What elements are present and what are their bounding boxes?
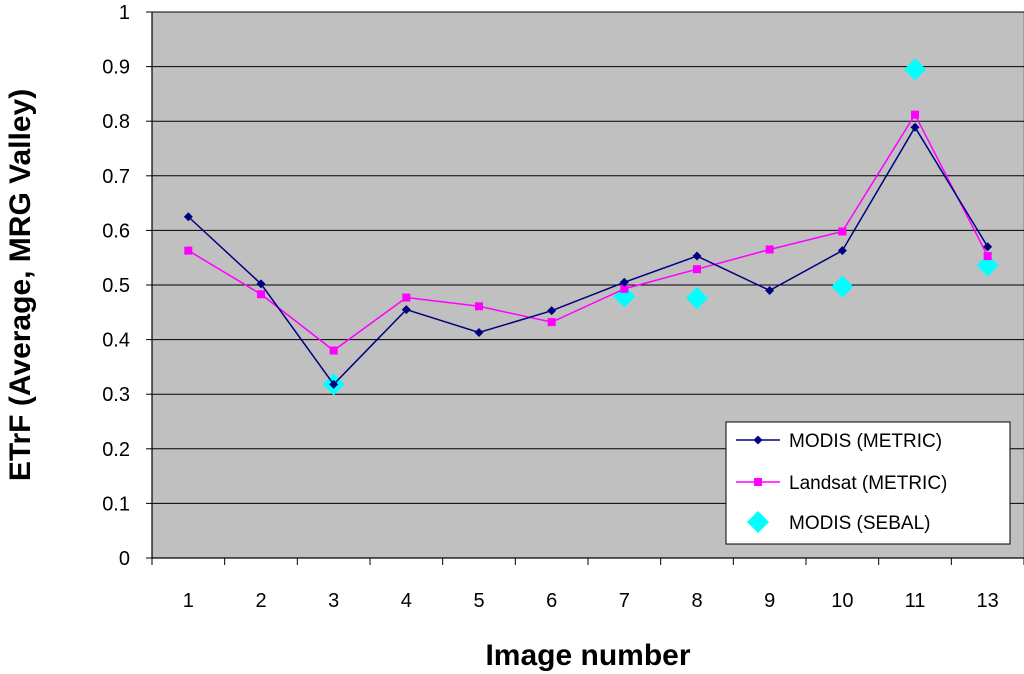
legend-marker [754, 478, 762, 486]
series-line [187, 113, 989, 352]
legend: MODIS (METRIC) Landsat (METRIC) MODIS (SEB… [725, 421, 1011, 545]
x-tick-label: 1 [183, 590, 194, 612]
y-tick-label: 0.8 [102, 111, 130, 133]
data-point [475, 302, 483, 311]
data-point [831, 275, 854, 298]
data-point [329, 346, 338, 355]
y-tick-label: 0.5 [102, 275, 130, 297]
data-point [402, 293, 411, 302]
x-tick-label: 10 [831, 590, 853, 612]
y-tick-label: 0.4 [102, 330, 130, 352]
data-point [547, 306, 557, 316]
data-point [693, 265, 701, 274]
data-point [911, 110, 919, 119]
legend-box [725, 421, 1011, 545]
data-point [765, 285, 775, 295]
data-point [619, 277, 629, 287]
data-point [765, 245, 774, 254]
data-point [686, 287, 708, 310]
data-point [183, 212, 193, 222]
data-point [474, 328, 484, 338]
series-0 [183, 122, 993, 389]
data-point [547, 318, 556, 327]
data-point [184, 246, 193, 255]
legend-label: MODIS (SEBAL) [789, 513, 930, 534]
data-point [620, 284, 629, 293]
legend-label: Landsat (METRIC) [789, 473, 947, 494]
x-tick-label: 13 [977, 590, 999, 612]
legend-marker [753, 435, 763, 445]
legend-label: MODIS (METRIC) [789, 431, 942, 452]
x-tick-label: 6 [546, 590, 557, 612]
x-axis-title: Image number [485, 639, 690, 672]
data-point [257, 290, 265, 299]
y-tick-label: 0 [119, 548, 130, 570]
data-point [983, 242, 993, 252]
data-point [983, 252, 992, 261]
y-tick-label: 0.9 [102, 57, 130, 79]
legend-marker [747, 511, 769, 533]
data-point [256, 279, 266, 289]
y-tick-label: 1 [119, 2, 130, 24]
x-tick-label: 3 [328, 590, 339, 612]
x-tick-label: 4 [401, 590, 412, 612]
gridlines [152, 11, 1024, 504]
x-tick-label: 5 [473, 590, 484, 612]
x-tick-label: 8 [691, 590, 702, 612]
series-1 [184, 110, 992, 355]
x-tick-label: 9 [764, 590, 775, 612]
data-point [904, 58, 926, 81]
y-axis-ticks: 0 0.1 0.2 0.3 0.4 0.5 0.6 0.7 0.8 0.9 1 [102, 2, 152, 570]
x-tick-label: 2 [255, 590, 266, 612]
y-tick-label: 0.7 [102, 166, 130, 188]
data-point [837, 246, 847, 256]
data-point [401, 305, 411, 315]
series-layer [183, 58, 999, 396]
y-tick-label: 0.3 [102, 384, 130, 406]
x-tick-label: 7 [619, 590, 630, 612]
y-axis-title: ETrF (Average, MRG Valley) [4, 89, 37, 481]
series-line [187, 125, 989, 386]
data-point [838, 227, 847, 236]
y-tick-label: 0.1 [102, 493, 130, 515]
x-axis-ticks: 1 2 3 4 5 6 7 8 9 10 11 13 [151, 558, 1024, 612]
y-tick-label: 0.2 [102, 439, 130, 461]
data-point [976, 254, 999, 277]
data-point [329, 379, 339, 389]
x-tick-label: 11 [905, 590, 926, 612]
data-point [692, 251, 702, 261]
y-tick-label: 0.6 [102, 220, 130, 242]
data-point [910, 122, 920, 132]
